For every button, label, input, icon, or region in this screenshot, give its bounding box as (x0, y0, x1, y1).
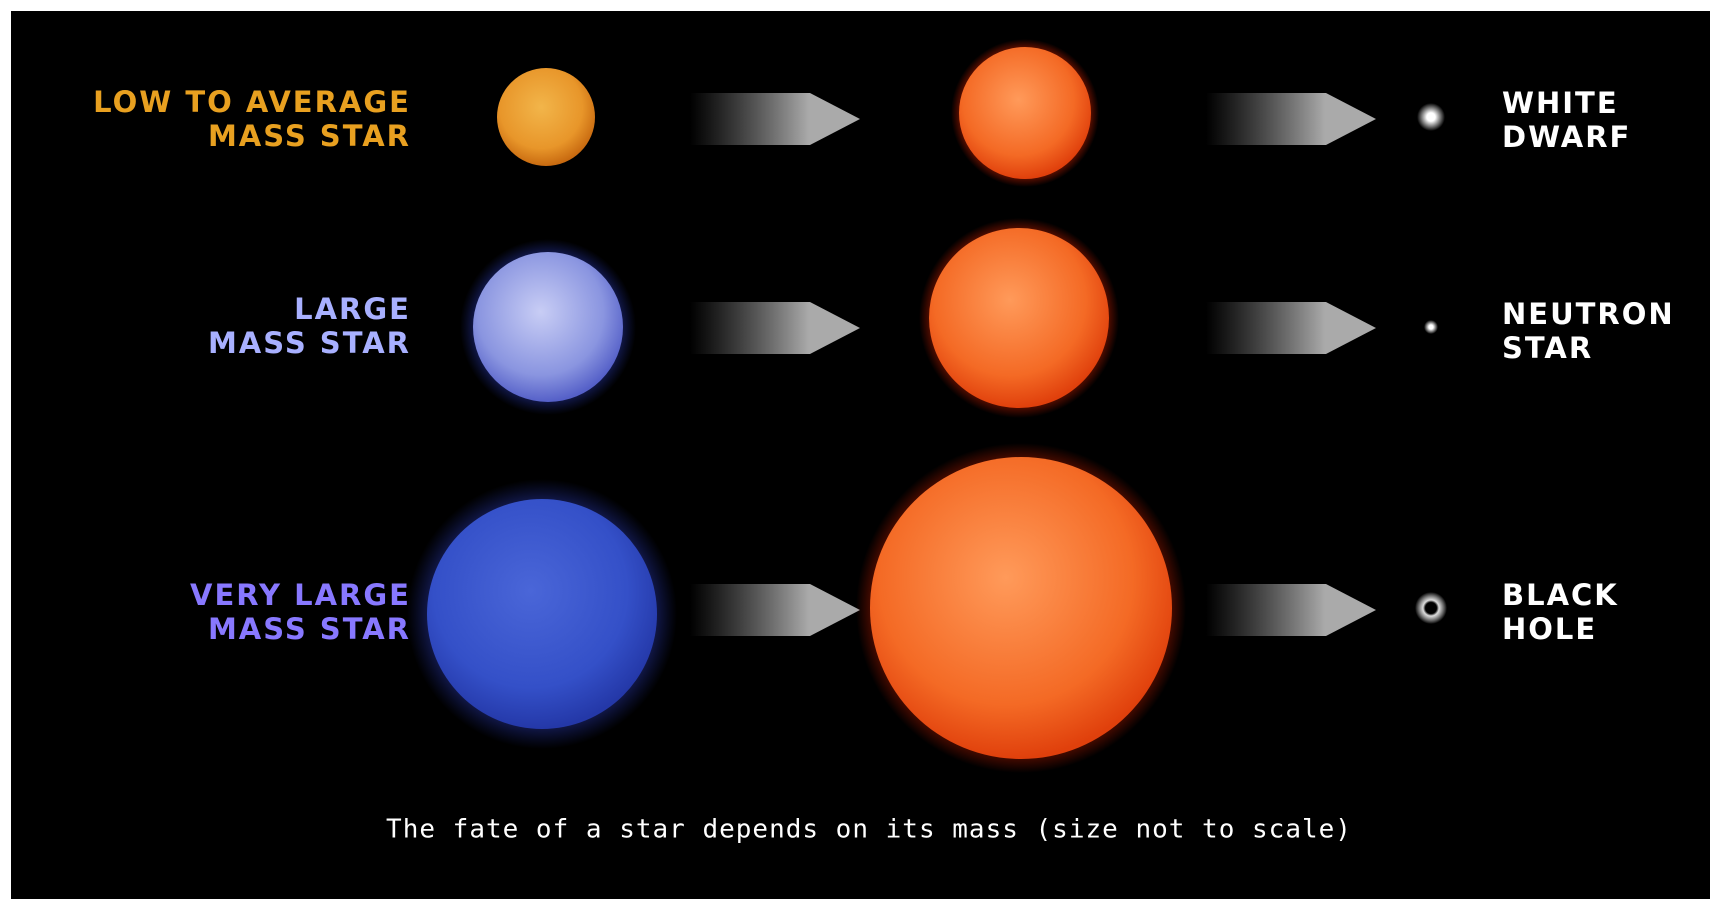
red-giant (870, 457, 1172, 759)
star (497, 68, 595, 166)
remnant (1424, 320, 1438, 334)
end-label: BLACK (1502, 578, 1619, 612)
remnant (1417, 103, 1445, 131)
start-label: LARGE (294, 292, 411, 326)
start-label: VERY LARGE (190, 578, 411, 612)
start-label: MASS STAR (208, 119, 411, 153)
end-label: NEUTRON (1502, 297, 1675, 331)
start-label: MASS STAR (208, 326, 411, 360)
start-label: LOW TO AVERAGE (93, 85, 411, 119)
red-giant (929, 228, 1109, 408)
end-label: STAR (1502, 331, 1593, 365)
end-label: DWARF (1502, 120, 1631, 154)
star (473, 252, 623, 402)
end-label: HOLE (1502, 612, 1597, 646)
diagram: LOW TO AVERAGE MASS STAR WHITE DWARF LAR… (0, 0, 1719, 901)
end-label: WHITE (1502, 86, 1619, 120)
red-giant (959, 47, 1091, 179)
page: {"rows": [ {"start": ["LOW TO AVERAGE", … (0, 0, 1719, 901)
remnant (1415, 592, 1447, 624)
caption: The fate of a star depends on its mass (… (386, 815, 1352, 845)
star (427, 499, 657, 729)
start-label: MASS STAR (208, 612, 411, 646)
